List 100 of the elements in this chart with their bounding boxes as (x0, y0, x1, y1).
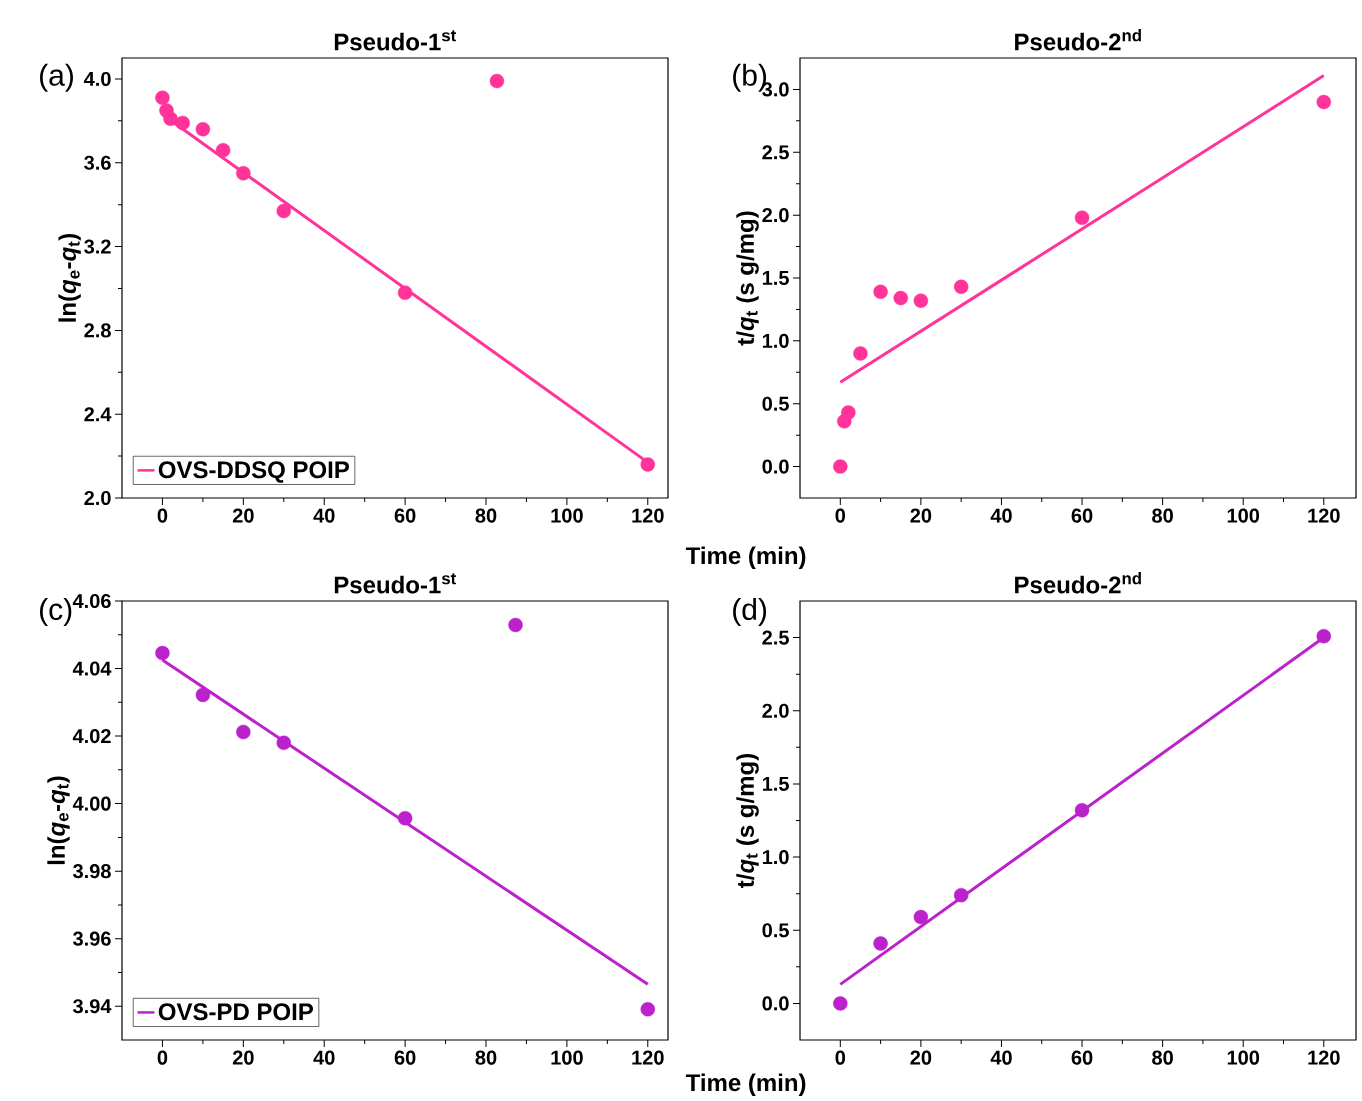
x-tick-label: 60 (1071, 508, 1093, 523)
y-axis-title: t/q$_{t}$ (s g/mg) (736, 211, 759, 346)
point (833, 459, 848, 474)
point (873, 284, 888, 300)
x-tick-label: 120 (1308, 508, 1340, 523)
x-tick-label: 20 (232, 1050, 254, 1065)
point (953, 279, 969, 295)
y-tick-label: 3.94 (73, 999, 112, 1014)
y-tick-label: 0.0 (762, 459, 789, 474)
chart-title: Pseudo-2$^{nd}$ (1015, 572, 1141, 594)
chart-title: Pseudo-2$^{nd}$ (1015, 29, 1141, 51)
point (873, 936, 888, 951)
y-tick-label: 0.0 (762, 996, 789, 1011)
y-tick-label: 3.96 (73, 931, 111, 946)
y-tick-label: 4.04 (72, 661, 112, 676)
x-tick-label: 80 (475, 1050, 497, 1065)
point (1316, 94, 1331, 110)
point (215, 142, 231, 158)
point (953, 887, 969, 903)
y-tick-label: 2.0 (84, 490, 111, 506)
point (195, 687, 211, 703)
y-tick-label: 4.00 (72, 796, 111, 811)
point (489, 73, 505, 89)
text: (d) (733, 598, 767, 626)
y-tick-label: 4.02 (72, 729, 111, 744)
y-axis-title: t/q$_{t}$ (s g/mg) (736, 754, 759, 888)
x-tick-label: 20 (910, 1050, 932, 1065)
text: (a) (40, 63, 73, 92)
point (913, 909, 929, 925)
x-tick-label: 80 (1152, 508, 1173, 523)
point (236, 166, 251, 181)
y-tick-label: 1.5 (762, 271, 789, 285)
y-tick-label: 3.98 (73, 864, 111, 879)
point (155, 645, 170, 661)
y-tick-label: 0.5 (762, 923, 789, 938)
x-tick-label: 40 (313, 508, 335, 523)
text: (c) (40, 598, 72, 626)
point (397, 810, 413, 826)
x-tick-label: 40 (990, 1050, 1012, 1065)
y-tick-label: 3.6 (84, 155, 111, 170)
point (913, 293, 929, 308)
x-tick-label: 60 (394, 1050, 416, 1065)
x-tick-label: 20 (232, 508, 254, 523)
x-axis-title: Time (min) (685, 1073, 806, 1096)
x-tick-label: 80 (1152, 1050, 1173, 1065)
x-tick-label: 0 (835, 1050, 846, 1065)
y-tick-label: 1.0 (762, 333, 789, 348)
y-axis-title: ln(q$_{e}$-q$_{t}$) (58, 233, 81, 322)
x-tick-label: 20 (910, 508, 932, 523)
point (276, 735, 291, 751)
point (893, 290, 908, 306)
x-tick-label: 40 (313, 1050, 335, 1065)
x-tick-label: 0 (157, 1050, 168, 1065)
x-tick-label: 0 (835, 508, 846, 523)
point (155, 90, 170, 106)
point (841, 405, 856, 420)
point (640, 1002, 655, 1017)
y-tick-label: 4.06 (72, 593, 111, 609)
y-tick-label: 2.4 (84, 407, 112, 422)
point (640, 457, 655, 472)
y-tick-label: 1.5 (762, 776, 789, 791)
y-tick-label: 2.8 (84, 323, 111, 338)
chart-title: Pseudo-1$^{st}$ (334, 573, 457, 594)
legend-label: OVS-PD POIP (158, 1003, 313, 1021)
y-tick-label: 2.0 (762, 703, 789, 718)
point (508, 617, 523, 633)
x-tick-label: 120 (632, 508, 664, 523)
legend-label: OVS-DDSQ POIP (158, 461, 349, 483)
x-axis-title: Time (min) (685, 546, 806, 569)
point (276, 203, 291, 219)
point (853, 346, 868, 361)
y-tick-label: 4.0 (83, 71, 111, 87)
x-tick-label: 120 (632, 1050, 664, 1065)
point (236, 724, 251, 740)
y-tick-label: 0.5 (762, 396, 789, 411)
point (195, 122, 211, 137)
point (175, 115, 190, 131)
point (397, 285, 413, 300)
y-axis-title: ln(q$_{e}$-q$_{t}$) (47, 776, 70, 865)
x-tick-label: 80 (475, 508, 497, 523)
y-tick-label: 2.5 (762, 145, 789, 160)
x-tick-label: 40 (990, 508, 1012, 523)
x-tick-label: 100 (551, 508, 583, 523)
x-tick-label: 60 (1071, 1050, 1093, 1065)
point (1316, 628, 1331, 644)
x-tick-label: 100 (1227, 1050, 1260, 1065)
x-tick-label: 60 (394, 508, 416, 523)
point (1074, 210, 1090, 225)
point (1074, 803, 1090, 818)
x-tick-label: 0 (157, 508, 168, 523)
y-tick-label: 1.0 (762, 850, 789, 865)
x-tick-label: 100 (551, 1050, 583, 1065)
y-tick-label: 2.5 (762, 630, 789, 645)
x-tick-label: 120 (1308, 1050, 1340, 1065)
chart-title: Pseudo-1$^{st}$ (334, 30, 457, 51)
x-tick-label: 100 (1227, 508, 1260, 523)
point (833, 996, 848, 1011)
y-tick-label: 2.0 (762, 208, 789, 223)
point (163, 111, 178, 126)
y-tick-label: 3.2 (84, 239, 111, 254)
